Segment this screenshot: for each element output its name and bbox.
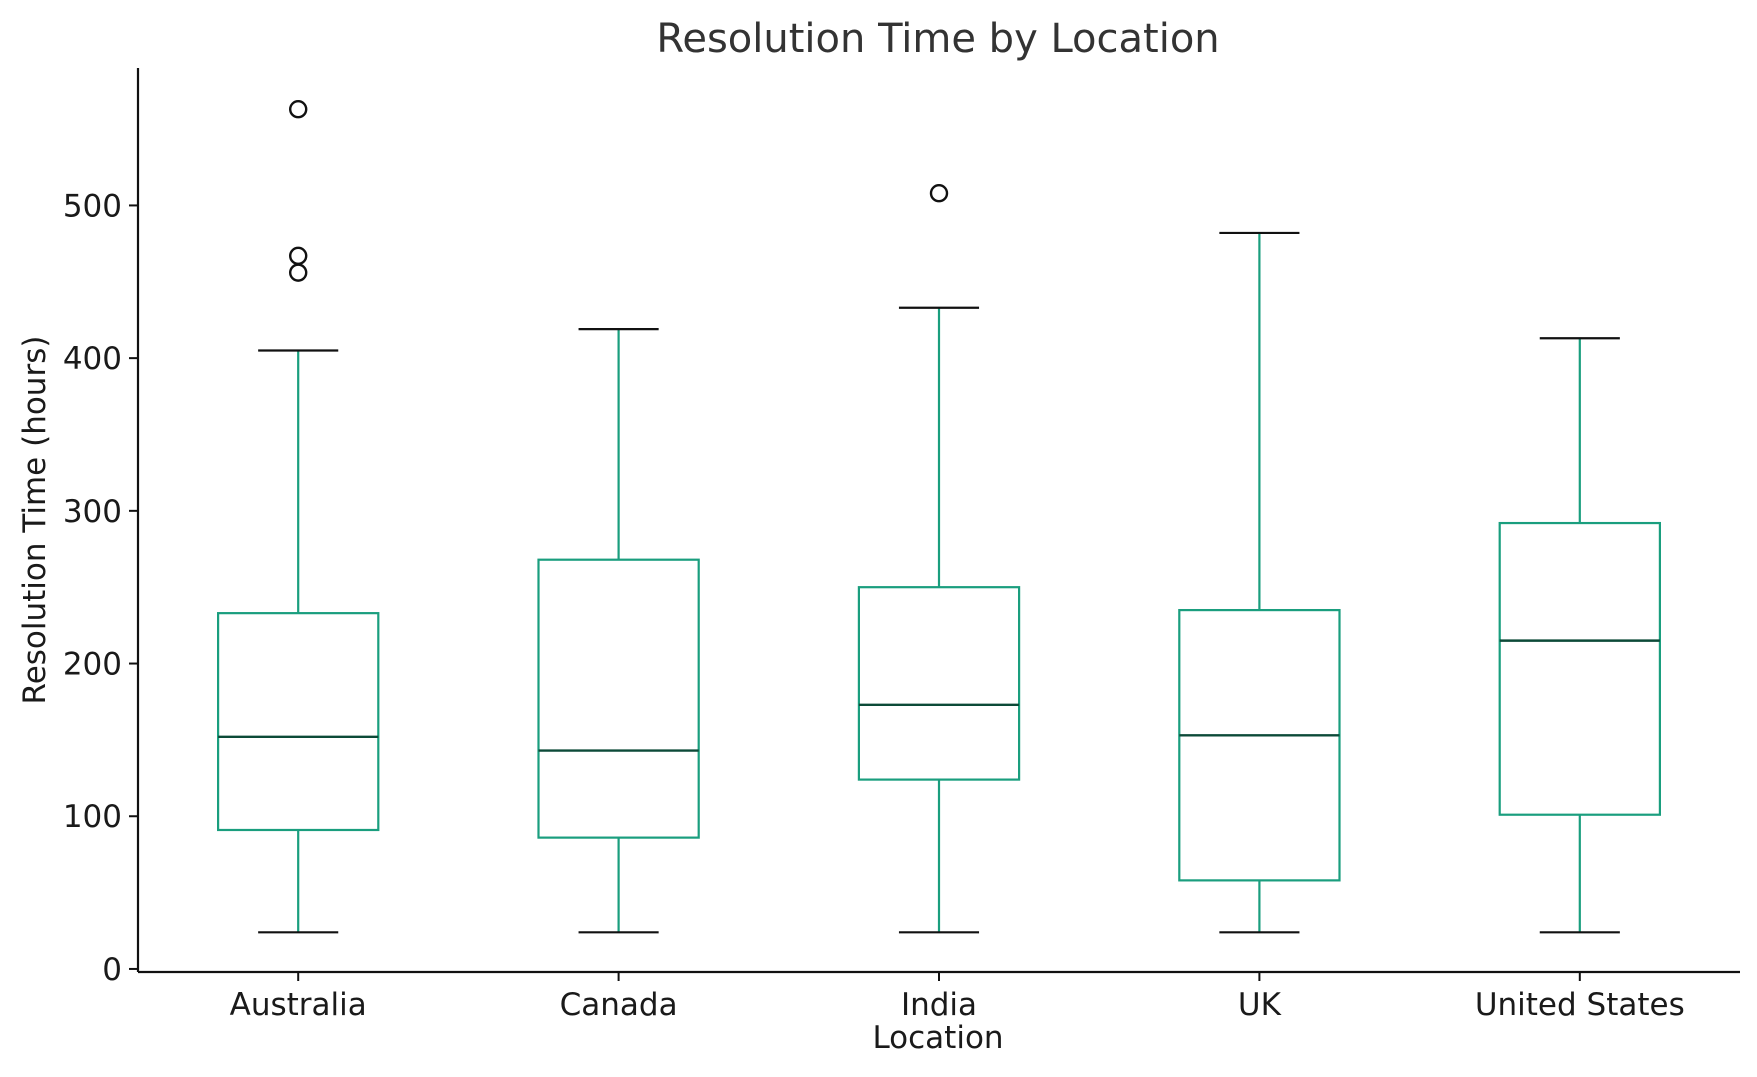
y-tick-label: 400: [63, 341, 122, 377]
x-tick-label: India: [901, 987, 977, 1023]
y-tick-label: 0: [102, 952, 122, 988]
box-canada: [537, 558, 700, 839]
x-tick-label: UK: [1238, 987, 1282, 1023]
chart-title: Resolution Time by Location: [656, 16, 1219, 62]
y-tick-label: 100: [63, 799, 122, 835]
outlier-point-india: [929, 184, 949, 203]
y-tick-label: 300: [63, 494, 122, 530]
outlier-point-australia: [289, 263, 308, 282]
plot-area: 0 100 200 300 400 500 Australia Canada India UK Un…: [63, 68, 1740, 1023]
x-tick-label: United States: [1475, 987, 1685, 1023]
y-tick-label: 500: [63, 188, 122, 224]
box-india: [857, 586, 1021, 781]
outlier-point-australia: [289, 100, 308, 119]
x-tick-label: Canada: [560, 987, 678, 1023]
x-axis-label: Location: [872, 1020, 1003, 1056]
y-axis-label: Resolution Time (hours): [17, 336, 53, 705]
x-tick-label: Australia: [230, 987, 367, 1023]
outlier-point-australia: [289, 246, 308, 266]
y-tick-label: 200: [63, 647, 122, 683]
box-united-states: [1498, 521, 1661, 816]
box-uk: [1178, 608, 1341, 882]
box-australia: [217, 612, 380, 832]
